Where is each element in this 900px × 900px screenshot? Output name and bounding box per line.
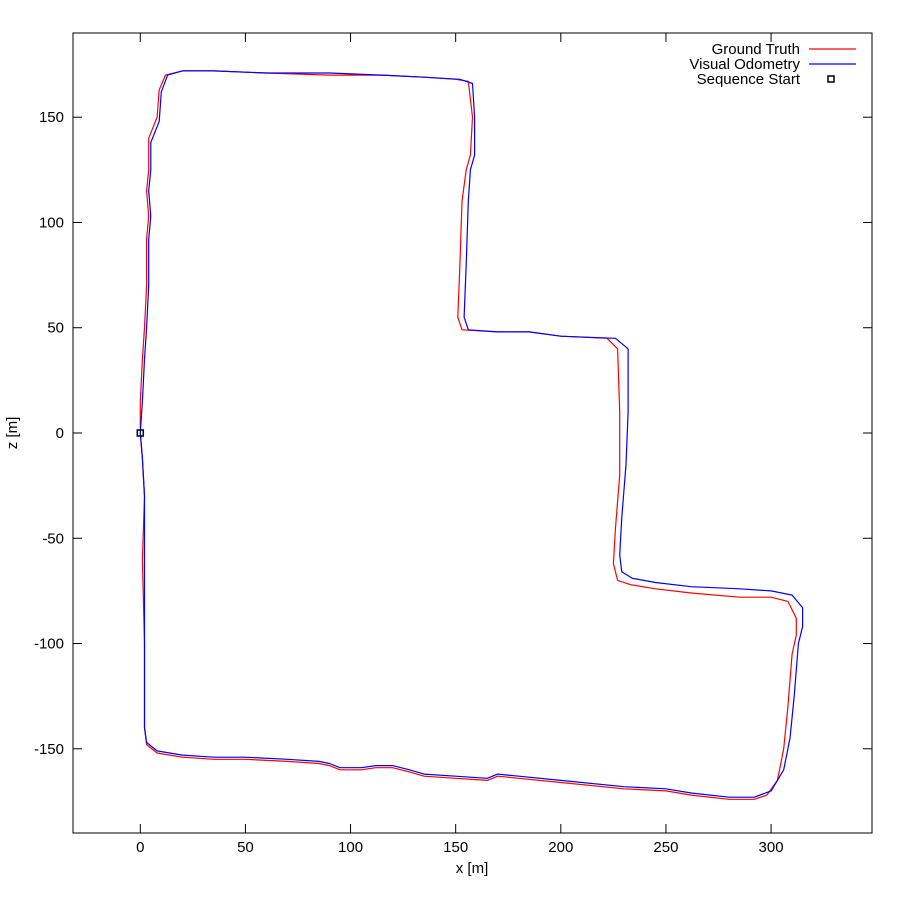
legend-label: Sequence Start (697, 71, 801, 88)
x-axis-ticks: 0 50 100 150 200 250 300 (136, 33, 784, 856)
y-tick-label: -150 (34, 741, 64, 758)
plot-frame (72, 32, 873, 834)
y-tick-label: 100 (39, 214, 64, 231)
series-layer (139, 70, 804, 800)
y-tick-label: 150 (39, 109, 64, 126)
sequence-start-marker (136, 429, 145, 437)
x-tick-label: 300 (759, 839, 784, 856)
visual-odometry-line (139, 70, 804, 798)
x-axis-label: x [m] (456, 860, 489, 877)
y-tick-label: -50 (42, 530, 64, 547)
x-tick-label: 150 (443, 839, 468, 856)
y-tick-label: 0 (56, 425, 64, 442)
legend-swatch (827, 75, 835, 83)
y-tick-label: 50 (47, 320, 64, 337)
x-tick-label: 100 (338, 839, 363, 856)
y-axis-label: z [m] (4, 417, 21, 450)
x-tick-label: 0 (136, 839, 144, 856)
x-tick-label: 50 (237, 839, 254, 856)
legend-label: Ground Truth (712, 41, 800, 58)
marker-layer (136, 429, 145, 437)
y-axis-ticks: -150 -100 -50 0 50 100 150 (34, 109, 872, 758)
x-tick-label: 200 (548, 839, 573, 856)
legend-label: Visual Odometry (689, 56, 800, 73)
x-tick-label: 250 (653, 839, 678, 856)
y-tick-label: -100 (34, 636, 64, 653)
